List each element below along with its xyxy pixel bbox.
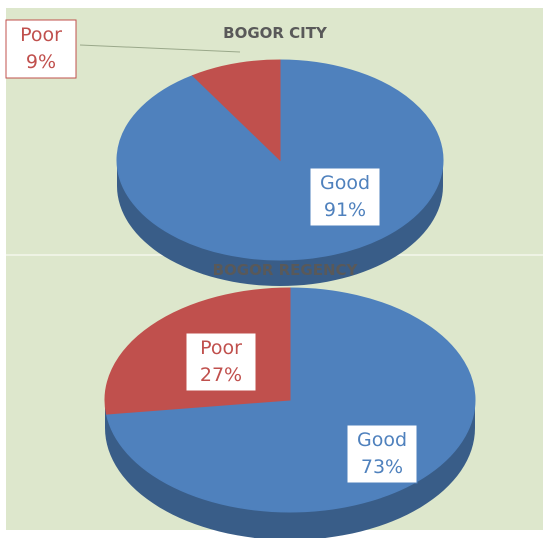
label-box [185, 332, 257, 392]
slice-label: Good [320, 172, 370, 194]
label-box [5, 19, 77, 79]
slice-value-label: 9% [26, 51, 56, 73]
slice-value-label: 73% [361, 456, 403, 478]
leader-line [79, 44, 241, 53]
chart-title: BOGOR CITY [223, 24, 328, 42]
slice-label: Good [357, 429, 407, 451]
chart-title: BOGOR REGENCY [213, 261, 359, 279]
label-box [346, 424, 418, 484]
pie-slice [191, 59, 281, 162]
slice-label: Poor [200, 337, 242, 359]
slice-value-label: 91% [324, 199, 366, 221]
slice-label: Poor [20, 24, 62, 46]
label-box [309, 167, 381, 227]
slice-value-label: 27% [200, 364, 242, 386]
